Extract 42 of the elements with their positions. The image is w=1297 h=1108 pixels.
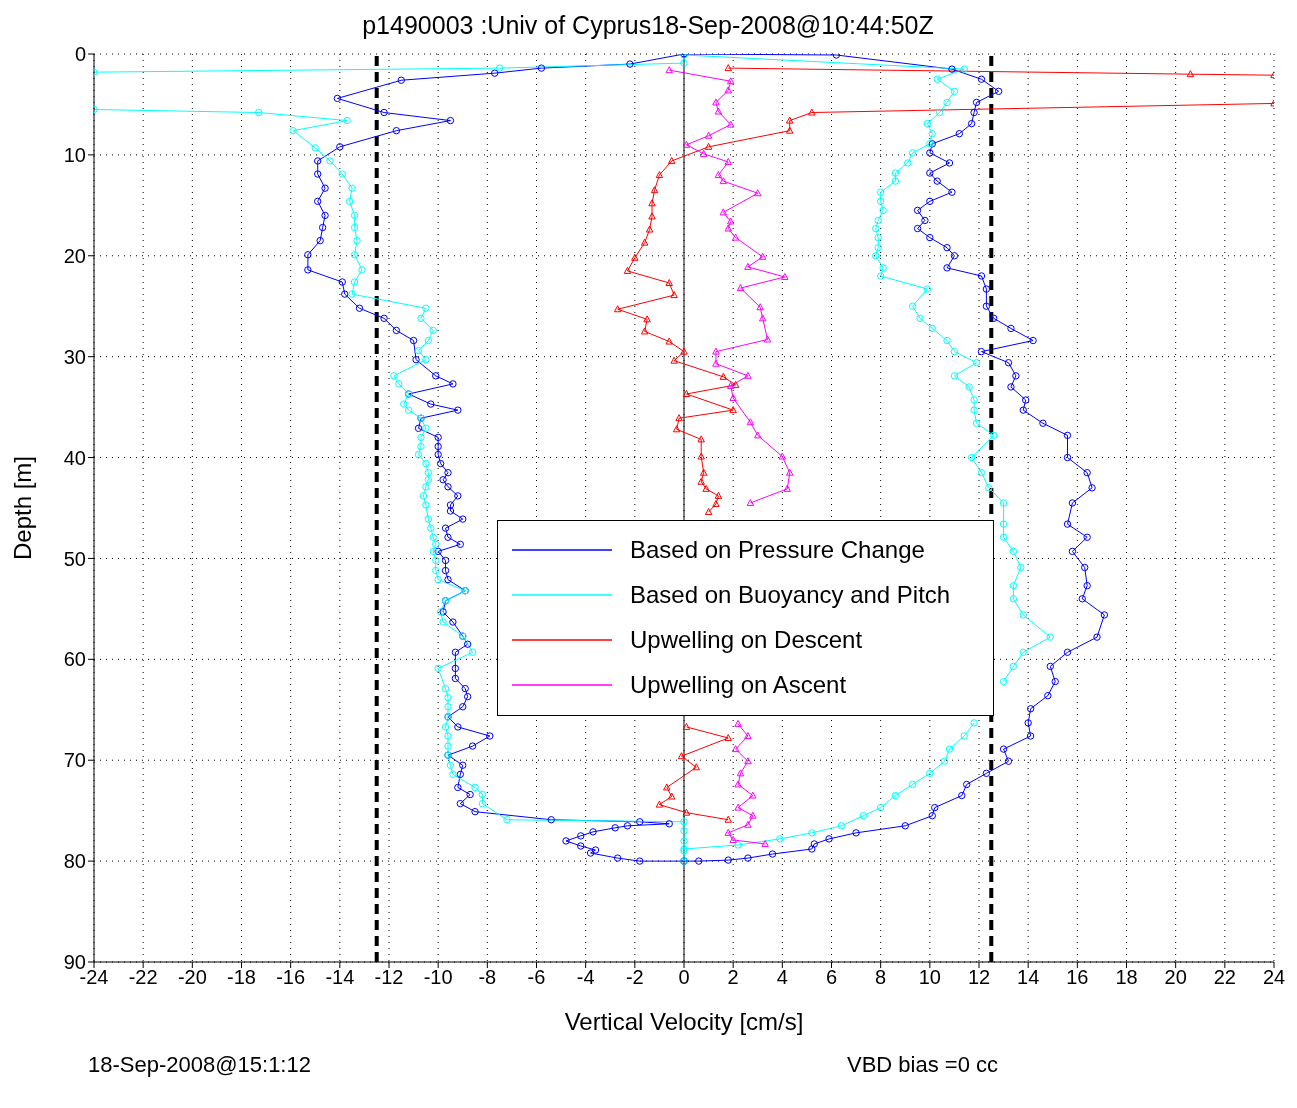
- x-tick-label: -18: [227, 966, 256, 989]
- y-tick-label: 20: [63, 244, 86, 267]
- x-tick-label: -6: [527, 966, 546, 989]
- legend-label: Based on Pressure Change: [630, 535, 925, 564]
- x-tick-label: -8: [478, 966, 497, 989]
- x-tick-label: -4: [576, 966, 595, 989]
- text: VBD bias =0 cc: [846, 1052, 998, 1078]
- x-tick-label: -20: [177, 966, 207, 989]
- x-tick-label: 14: [1017, 966, 1040, 989]
- y-tick-label: 10: [63, 143, 86, 166]
- x-axis-title: Vertical Velocity [cm/s]: [564, 1008, 804, 1035]
- x-tick-label: 2: [727, 966, 739, 989]
- y-tick-label: 0: [74, 43, 86, 66]
- y-axis-title: Depth [m]: [8, 455, 36, 561]
- x-tick-label: -10: [423, 966, 453, 989]
- x-tick-label: 16: [1066, 966, 1089, 989]
- legend-label: Based on Buoyancy and Pitch: [630, 580, 951, 609]
- x-tick-label: 0: [678, 966, 690, 989]
- x-tick-label: -16: [276, 966, 306, 989]
- x-tick-label: -2: [625, 966, 644, 989]
- y-tick-label: 50: [63, 547, 86, 570]
- x-tick-label: 4: [776, 966, 788, 989]
- x-tick-label: 22: [1213, 966, 1236, 989]
- chart-title: p1490003 :Univ of Cyprus18-Sep-2008@10:44:50Z: [361, 10, 935, 41]
- text: 18-Sep-2008@15:1:12: [88, 1052, 311, 1078]
- legend-label: Upwelling on Ascent: [630, 670, 847, 699]
- y-tick-label: 70: [63, 749, 86, 772]
- y-tick-label: 80: [63, 850, 86, 873]
- y-tick-label: 30: [63, 345, 86, 368]
- x-tick-label: 18: [1115, 966, 1138, 989]
- x-tick-label: -12: [374, 966, 404, 989]
- x-tick-label: -14: [325, 966, 355, 989]
- x-tick-label: 20: [1164, 966, 1187, 989]
- x-tick-label: -22: [128, 966, 158, 989]
- x-tick-label: 8: [875, 966, 887, 989]
- y-tick-label: 40: [63, 446, 86, 469]
- y-tick-label: 60: [63, 648, 86, 671]
- x-tick-label: 10: [918, 966, 941, 989]
- x-tick-label: 24: [1262, 966, 1286, 989]
- x-tick-label: 6: [825, 966, 838, 989]
- x-tick-label: 12: [967, 966, 991, 989]
- legend-label: Upwelling on Descent: [630, 625, 863, 654]
